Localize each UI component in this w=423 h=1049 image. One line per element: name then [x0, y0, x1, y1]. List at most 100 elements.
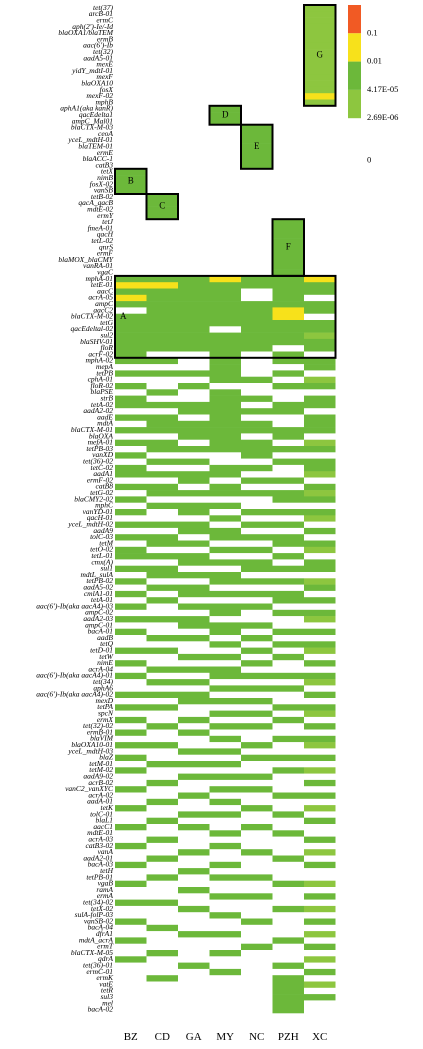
- heatmap-cell: [209, 981, 241, 989]
- heatmap-cell: [146, 616, 178, 623]
- heatmap-cell: [272, 824, 304, 831]
- row-label: vatE: [99, 979, 113, 988]
- row-label: tetH: [100, 866, 113, 875]
- heatmap-cell: [272, 61, 304, 69]
- heatmap-cell: [272, 162, 304, 170]
- heatmap-cell: [209, 225, 241, 233]
- heatmap-cell: [272, 118, 304, 125]
- heatmap-cell: [146, 23, 178, 31]
- row-label: aadA5-02: [83, 582, 113, 591]
- heatmap-cell: [304, 773, 336, 781]
- heatmap-cell: [304, 225, 336, 233]
- heatmap-cell: [146, 282, 178, 289]
- heatmap-cell: [178, 653, 210, 661]
- heatmap-cell: [146, 105, 178, 113]
- heatmap-cell: [115, 641, 147, 648]
- row-label: ermB-01: [87, 727, 113, 736]
- heatmap-cell: [272, 698, 304, 705]
- heatmap-cell: [272, 868, 304, 875]
- row-label: tetPA: [97, 702, 113, 711]
- heatmap-cell: [209, 509, 241, 516]
- heatmap-cell: [272, 950, 304, 957]
- heatmap-cell: [272, 924, 304, 932]
- heatmap-cell: [209, 590, 241, 598]
- heatmap-cell: [209, 137, 241, 144]
- heatmap-cell: [178, 105, 210, 113]
- heatmap-cell: [178, 395, 210, 403]
- heatmap-cell: [115, 521, 147, 529]
- heatmap-cell: [304, 433, 336, 440]
- row-label: mefA-01: [88, 438, 113, 447]
- heatmap-cell: [209, 905, 241, 913]
- heatmap-cell: [209, 383, 241, 390]
- heatmap-cell: [115, 773, 147, 781]
- heatmap-cell: [146, 842, 178, 850]
- heatmap-cell: [115, 994, 147, 1001]
- heatmap-cell: [304, 540, 336, 548]
- heatmap-cell: [209, 99, 241, 107]
- row-label: tet(37): [93, 3, 113, 12]
- row-label: catB3: [96, 160, 114, 169]
- heatmap-cell: [178, 931, 210, 938]
- heatmap-cell: [178, 521, 210, 529]
- heatmap-cell: [178, 981, 210, 989]
- heatmap-cell: [241, 452, 273, 459]
- heatmap-cell: [272, 370, 304, 377]
- heatmap-cell: [304, 351, 336, 359]
- heatmap-cell: [241, 168, 273, 176]
- heatmap-cell: [146, 937, 178, 944]
- heatmap-cell: [272, 99, 304, 107]
- heatmap-cell: [178, 660, 210, 667]
- heatmap-cell: [115, 200, 147, 207]
- heatmap-cell: [115, 420, 147, 428]
- heatmap-cell: [272, 175, 304, 182]
- heatmap-cell: [178, 773, 210, 781]
- heatmap-cell: [241, 855, 273, 863]
- heatmap-cell: [241, 609, 273, 617]
- heatmap-cell: [178, 42, 210, 50]
- heatmap-cell: [178, 238, 210, 245]
- heatmap-cell: [304, 912, 336, 919]
- heatmap-cell: [146, 137, 178, 144]
- heatmap-cell: [272, 729, 304, 737]
- heatmap-cell: [146, 515, 178, 522]
- heatmap-cell: [209, 880, 241, 888]
- heatmap-cell: [304, 439, 336, 447]
- heatmap-cell: [178, 609, 210, 617]
- heatmap-cell: [115, 80, 147, 88]
- heatmap-cell: [115, 17, 147, 25]
- heatmap-cell: [115, 534, 147, 541]
- heatmap-cell: [304, 950, 336, 957]
- row-label: aadA2-01: [83, 853, 113, 862]
- heatmap-cell: [272, 987, 304, 995]
- heatmap-cell: [241, 74, 273, 81]
- heatmap-cell: [304, 880, 336, 888]
- heatmap-cell: [115, 187, 147, 195]
- heatmap-cell: [241, 131, 273, 138]
- heatmap-cell: [115, 748, 147, 755]
- heatmap-cell: [178, 200, 210, 207]
- heatmap-cell: [178, 880, 210, 888]
- heatmap-cell: [304, 767, 336, 774]
- heatmap-cell: [115, 427, 147, 434]
- heatmap-cell: [115, 622, 147, 629]
- heatmap-cell: [304, 68, 336, 75]
- heatmap-cell: [115, 490, 147, 497]
- heatmap-cell: [304, 590, 336, 598]
- heatmap-cell: [115, 899, 147, 907]
- heatmap-cell: [209, 187, 241, 195]
- heatmap-cell: [304, 761, 336, 768]
- heatmap-cell: [209, 156, 241, 163]
- heatmap-cell: [241, 99, 273, 107]
- heatmap-cell: [146, 603, 178, 611]
- heatmap-cell: [272, 282, 304, 289]
- heatmap-cell: [304, 842, 336, 850]
- heatmap-cell: [272, 502, 304, 510]
- heatmap-cell: [178, 553, 210, 560]
- heatmap-cell: [241, 672, 273, 680]
- heatmap-cell: [115, 105, 147, 113]
- heatmap-cell: [178, 641, 210, 648]
- annotation-label: B: [128, 175, 134, 185]
- heatmap-cell: [241, 729, 273, 737]
- heatmap-cell: [178, 515, 210, 522]
